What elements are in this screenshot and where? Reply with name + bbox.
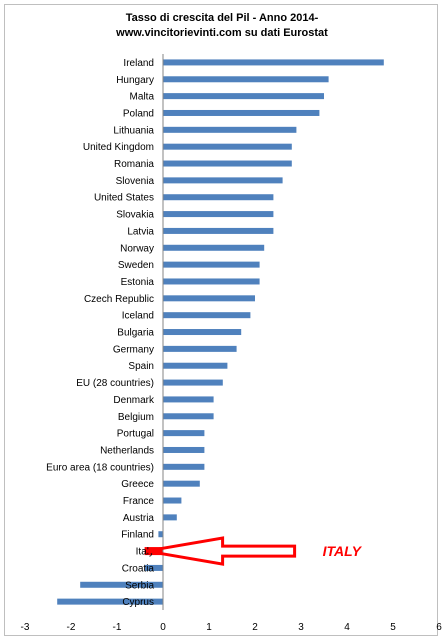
- x-tick-label: 0: [160, 622, 166, 633]
- bar-belgium: [163, 413, 214, 420]
- x-axis: -3 -2 -1 0 1 2 3 4 5 6: [21, 54, 442, 633]
- x-tick-label: 3: [298, 622, 304, 633]
- bar-france: [163, 497, 182, 504]
- category-label: Italy: [136, 547, 154, 558]
- bar-estonia: [163, 278, 260, 285]
- bar-portugal: [163, 430, 205, 437]
- x-tick-label: 1: [206, 622, 212, 633]
- bar-croatia: [144, 564, 163, 571]
- bar-eu-28-countries-: [163, 379, 223, 386]
- category-label: Bulgaria: [117, 328, 154, 339]
- bar-euro-area-18-countries-: [163, 463, 205, 470]
- bar-ireland: [163, 59, 384, 66]
- category-label: Austria: [123, 513, 155, 524]
- bar-iceland: [163, 312, 251, 319]
- category-label: United Kingdom: [83, 142, 154, 153]
- category-label: Norway: [120, 243, 154, 254]
- bar-finland: [158, 531, 163, 538]
- category-label: Belgium: [118, 412, 154, 423]
- italy-annotation: ITALY: [146, 536, 363, 566]
- category-label: Lithuania: [113, 125, 154, 136]
- category-label: Hungary: [116, 75, 154, 86]
- arrow-icon: [146, 536, 297, 566]
- bar-greece: [163, 480, 200, 487]
- bar-slovakia: [163, 211, 274, 218]
- bar-romania: [163, 160, 292, 167]
- bar-austria: [163, 514, 177, 521]
- chart-frame: [4, 4, 438, 636]
- category-label: Serbia: [125, 580, 154, 591]
- bar-germany: [163, 345, 237, 352]
- category-label: France: [123, 496, 155, 507]
- bar-slovenia: [163, 177, 283, 184]
- x-tick-label: 5: [390, 622, 396, 633]
- category-label: Portugal: [117, 429, 154, 440]
- bar-united-states: [163, 194, 274, 201]
- bar-czech-republic: [163, 295, 255, 302]
- category-label: Cyprus: [122, 597, 154, 608]
- category-label: Croatia: [122, 563, 155, 574]
- category-labels: Ireland Hungary Malta Poland Lithuania United…: [46, 58, 155, 608]
- category-label: Estonia: [121, 277, 155, 288]
- category-label: Czech Republic: [84, 294, 154, 305]
- bar-poland: [163, 109, 320, 116]
- x-tick-label: 2: [252, 622, 258, 633]
- bar-netherlands: [163, 446, 205, 453]
- category-label: United States: [94, 193, 154, 204]
- category-label: Denmark: [113, 395, 155, 406]
- bar-malta: [163, 93, 324, 100]
- bar-sweden: [163, 261, 260, 268]
- category-label: Slovenia: [116, 176, 155, 187]
- x-tick-label: -2: [67, 622, 76, 633]
- category-label: Latvia: [127, 226, 154, 237]
- x-tick-label: 4: [344, 622, 350, 633]
- category-label: Euro area (18 countries): [46, 462, 154, 473]
- category-label: EU (28 countries): [76, 378, 154, 389]
- category-label: Slovakia: [116, 210, 154, 221]
- chart-subtitle: www.vincitorievinti.com su dati Eurostat: [116, 27, 328, 39]
- category-label: Spain: [128, 361, 154, 372]
- category-label: Finland: [121, 530, 154, 541]
- chart-title: Tasso di crescita del Pil - Anno 2014-: [125, 12, 319, 24]
- bar-hungary: [163, 76, 329, 83]
- bar-united-kingdom: [163, 143, 292, 150]
- x-tick-label: -3: [21, 622, 30, 633]
- bar-cyprus: [57, 598, 164, 605]
- category-label: Sweden: [118, 260, 154, 271]
- category-label: Germany: [113, 344, 154, 355]
- x-tick-label: 6: [436, 622, 442, 633]
- bar-lithuania: [163, 126, 297, 133]
- x-tick-label: -1: [113, 622, 122, 633]
- category-label: Malta: [130, 92, 155, 103]
- category-label: Ireland: [123, 58, 154, 69]
- annotation-label: ITALY: [323, 543, 363, 559]
- bar-serbia: [80, 581, 163, 588]
- category-label: Poland: [123, 108, 154, 119]
- bar-denmark: [163, 396, 214, 403]
- category-label: Romania: [114, 159, 154, 170]
- bar-latvia: [163, 227, 274, 234]
- bar-bulgaria: [163, 329, 242, 336]
- bar-spain: [163, 362, 228, 369]
- category-label: Greece: [121, 479, 154, 490]
- bar-norway: [163, 244, 265, 251]
- category-label: Netherlands: [100, 445, 154, 456]
- category-label: Iceland: [122, 311, 154, 322]
